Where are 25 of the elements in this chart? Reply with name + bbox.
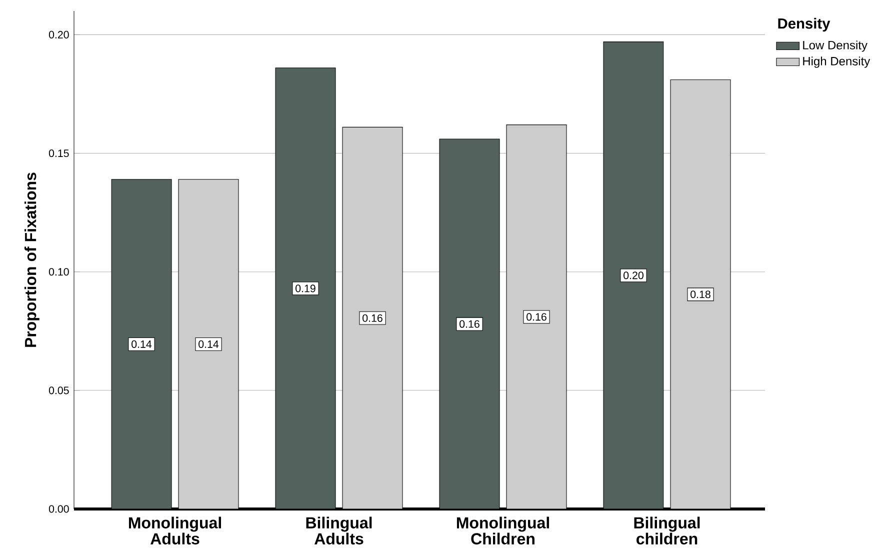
- bar: [342, 126, 403, 509]
- bar: [506, 124, 567, 509]
- data-label: 0.14: [132, 340, 152, 348]
- y-tick-label: 0.15: [48, 150, 69, 158]
- x-tick-label: Bilingual Adults: [306, 516, 372, 544]
- bar: [670, 79, 731, 509]
- y-axis-title: Proportion of Fixations: [24, 172, 40, 347]
- data-label: 0.16: [460, 320, 480, 328]
- legend-label: High Density: [803, 56, 870, 68]
- data-label: 0.20: [624, 272, 644, 280]
- x-tick-label: Monolingual Children: [456, 516, 549, 544]
- bar: [178, 179, 239, 509]
- x-tick-label: Bilingual children: [634, 516, 700, 544]
- data-label: 0.18: [690, 290, 710, 298]
- y-tick-label: 0.10: [48, 268, 69, 276]
- y-tick-label: 0.05: [48, 386, 69, 394]
- legend-label: Low Density: [803, 40, 868, 52]
- data-label: 0.16: [362, 314, 382, 322]
- legend-title: Density: [778, 18, 830, 32]
- data-label: 0.19: [296, 284, 316, 292]
- x-tick-label: Monolingual Adults: [128, 516, 221, 544]
- y-tick-label: 0.20: [48, 30, 69, 38]
- data-label: 0.16: [526, 313, 546, 321]
- data-label: 0.14: [198, 340, 219, 348]
- y-tick-label: 0.00: [48, 505, 69, 513]
